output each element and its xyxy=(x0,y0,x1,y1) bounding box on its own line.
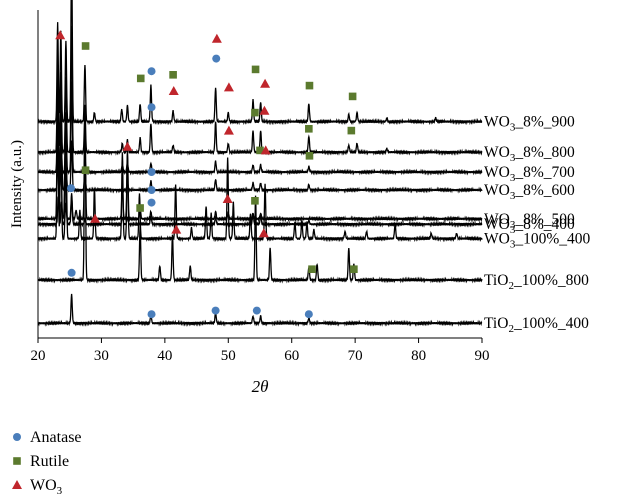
wo3-legend-icon xyxy=(12,480,22,489)
x-axis-label: 2θ xyxy=(252,377,269,396)
x-tick-label: 70 xyxy=(348,348,363,364)
trace-wo3-8-900 xyxy=(37,0,483,126)
rutile-marker xyxy=(136,74,145,83)
rutile-marker xyxy=(251,65,260,74)
series-label-wo3-8-500: WO3_8%_500 xyxy=(484,211,575,231)
anatase-marker xyxy=(147,168,156,176)
trace-tio2-100-400 xyxy=(37,293,483,327)
series-label-wo3-8-600: WO3_8%_600 xyxy=(484,182,575,202)
rutile-legend-icon xyxy=(13,457,21,465)
series-label-wo3-8-700: WO3_8%_700 xyxy=(484,164,575,184)
phase-markers xyxy=(55,30,358,319)
rutile-marker xyxy=(136,204,144,212)
wo3-marker xyxy=(122,141,133,151)
rutile-marker xyxy=(350,265,358,273)
series-label-tio2-100-800: TiO2_100%_800 xyxy=(484,272,589,292)
anatase-marker xyxy=(147,198,156,207)
wo3-marker xyxy=(168,86,179,95)
rutile-marker xyxy=(169,71,177,79)
wo3-marker xyxy=(223,125,234,135)
wo3-marker xyxy=(260,145,271,155)
series-labels: WO3_8%_900 WO3_8%_800WO3_8%_700WO3_8%_600… xyxy=(484,114,590,336)
wo3-marker xyxy=(171,224,182,234)
rutile-marker xyxy=(305,81,314,90)
series-label-wo3-100-400: WO3_100%_400 xyxy=(484,231,590,251)
legend-label-rutile: Rutile xyxy=(30,453,69,470)
wo3-marker xyxy=(259,105,270,115)
x-tick-label: 90 xyxy=(475,348,490,364)
legend-label-wo3: WO3 xyxy=(30,477,63,497)
anatase-marker xyxy=(252,306,261,315)
x-tick-label: 80 xyxy=(411,348,426,364)
legend: Anatase Rutile WO3 xyxy=(12,429,82,497)
x-tick-label: 40 xyxy=(157,348,172,364)
anatase-marker xyxy=(304,310,313,319)
wo3-marker xyxy=(260,78,271,88)
anatase-marker xyxy=(147,67,156,76)
series-label-wo3-8-400: WO3_8%_400 xyxy=(484,216,575,236)
trace-wo3-8-800 xyxy=(37,25,483,156)
rutile-marker xyxy=(305,152,314,160)
x-tick-label: 30 xyxy=(94,348,109,364)
anatase-marker xyxy=(67,268,76,277)
rutile-marker xyxy=(81,42,90,50)
series-label-tio2-100-400: TiO2_100%_400 xyxy=(484,315,589,335)
rutile-marker xyxy=(81,166,90,174)
x-ticks: 20 30 40 50 60 70 80 90 xyxy=(31,338,490,364)
rutile-marker xyxy=(256,146,264,155)
trace-wo3-8-400 xyxy=(37,196,483,228)
wo3-marker xyxy=(222,194,233,203)
series-label-wo3-8-800: WO3_8%_800 xyxy=(484,144,575,164)
wo3-marker xyxy=(258,228,269,238)
x-tick-label: 50 xyxy=(221,348,236,364)
series-label-wo3-8-900: WO3_8%_900 xyxy=(484,114,575,134)
legend-label-anatase: Anatase xyxy=(30,429,82,446)
wo3-marker xyxy=(90,213,101,223)
trace-wo3-8-600 xyxy=(37,140,483,194)
x-tick-label: 60 xyxy=(284,348,299,364)
anatase-marker xyxy=(147,310,156,319)
anatase-marker xyxy=(147,103,156,112)
rutile-marker xyxy=(347,126,356,135)
rutile-marker xyxy=(348,92,357,101)
trace-wo3-100-400 xyxy=(37,93,483,243)
wo3-marker xyxy=(223,82,234,92)
rutile-marker xyxy=(308,265,316,273)
rutile-marker xyxy=(251,197,259,205)
rutile-marker xyxy=(305,125,313,133)
wo3-marker xyxy=(55,30,66,40)
anatase-marker xyxy=(212,54,221,63)
anatase-marker xyxy=(66,184,75,193)
trace-tio2-100-800 xyxy=(37,104,483,284)
x-tick-label: 20 xyxy=(31,348,46,364)
anatase-marker xyxy=(211,306,220,315)
anatase-marker xyxy=(147,186,156,194)
trace-wo3-8-700 xyxy=(37,81,483,176)
rutile-marker xyxy=(251,108,259,117)
anatase-legend-icon xyxy=(13,433,21,441)
y-axis-label: Intensity (a.u.) xyxy=(9,140,25,228)
plot-area xyxy=(37,0,483,327)
wo3-marker xyxy=(211,33,222,43)
axes: 20 30 40 50 60 70 80 90 Intensity (a.u.) 2θ xyxy=(9,10,490,396)
